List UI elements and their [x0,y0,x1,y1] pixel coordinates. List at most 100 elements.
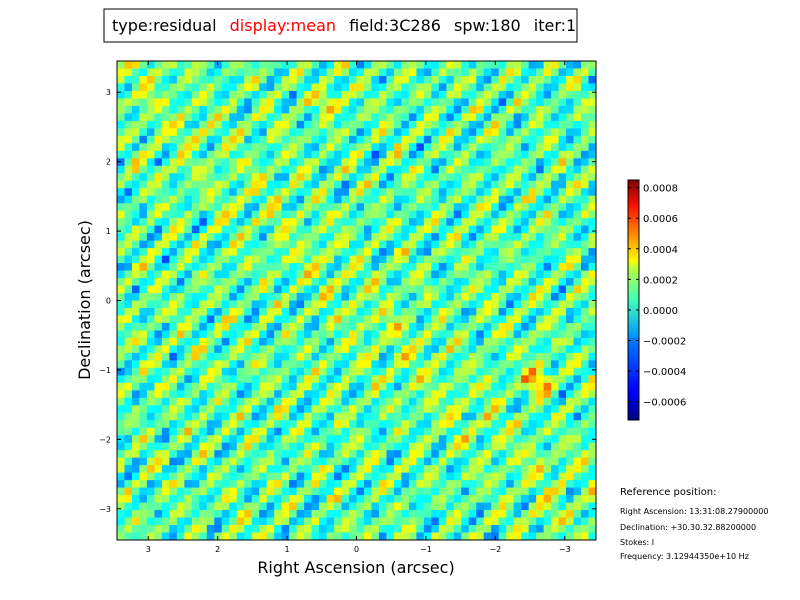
heatmap-cell [566,525,575,534]
heatmap-cell [498,135,507,144]
heatmap-cell [334,472,343,481]
heatmap-cell [326,480,335,489]
heatmap-cell [356,105,365,114]
heatmap-cell [506,293,515,302]
heatmap-cell [349,263,358,272]
heatmap-cell [117,472,126,481]
heatmap-cell [289,405,298,414]
heatmap-cell [588,68,596,77]
heatmap-cell [528,502,537,511]
heatmap-cell [146,61,156,70]
heatmap-cell [117,517,126,526]
heatmap-cell [259,180,268,189]
heatmap-cell [536,420,545,429]
heatmap-cell [244,68,253,77]
heatmap-cell [266,195,275,204]
heatmap-cell [169,180,178,189]
heatmap-cell [146,68,156,77]
heatmap-cell [214,420,223,429]
heatmap-cell [393,293,402,302]
heatmap-cell [491,158,500,167]
heatmap-cell [221,375,230,384]
heatmap-cell [304,300,313,309]
heatmap-cell [311,510,320,519]
heatmap-cell [521,382,530,391]
heatmap-cell [341,360,350,369]
heatmap-cell [468,128,477,137]
heatmap-cell [244,75,253,85]
heatmap-cell [124,382,133,391]
heatmap-cell [483,397,492,406]
heatmap-cell [139,412,148,421]
heatmap-cell [236,255,245,264]
heatmap-cell [536,143,545,152]
heatmap-cell [131,188,141,197]
heatmap-cell [184,427,193,436]
heatmap-cell [438,420,447,429]
heatmap-cell [371,457,380,466]
heatmap-cell [206,472,215,481]
heatmap-cell [521,113,530,122]
heatmap-cell [468,225,477,234]
heatmap-cell [326,525,335,534]
heatmap-cell [191,105,200,114]
heatmap-cell [453,405,462,414]
heatmap-cell [386,525,395,534]
heatmap-cell [393,375,402,384]
heatmap-cell [356,390,365,399]
heatmap-cell [356,315,365,324]
heatmap-cell [528,480,537,489]
heatmap-cell [506,450,515,459]
heatmap-cell [581,330,590,339]
heatmap-cell [498,472,507,481]
heatmap-cell [244,517,253,526]
heatmap-cell [356,375,365,384]
heatmap-cell [184,412,193,421]
heatmap-cell [483,487,492,496]
heatmap-cell [468,68,477,77]
heatmap-cell [169,472,178,481]
heatmap-cell [551,307,560,317]
heatmap-cell [581,83,590,92]
heatmap-cell [266,495,275,504]
heatmap-cell [371,83,380,92]
heatmap-cell [334,390,343,399]
heatmap-cell [169,390,178,399]
heatmap-cell [408,248,417,257]
heatmap-cell [401,330,410,339]
heatmap-cell [161,525,170,534]
heatmap-cell [558,233,567,242]
heatmap-cell [506,510,515,519]
heatmap-cell [356,307,365,317]
heatmap-cell [588,457,596,466]
heatmap-cell [551,517,560,526]
heatmap-cell [124,285,133,294]
heatmap-cell [573,510,582,519]
heatmap-cell [214,150,223,159]
heatmap-cell [266,352,275,361]
heatmap-cell [483,173,492,182]
heatmap-cell [176,375,185,384]
heatmap-cell [423,195,432,204]
heatmap-cell [251,68,260,77]
heatmap-cell [259,210,268,219]
heatmap-cell [423,360,432,369]
heatmap-cell [386,195,395,204]
heatmap-cell [483,307,492,317]
heatmap-cell [506,61,515,70]
heatmap-cell [334,337,343,346]
heatmap-cell [251,307,260,317]
heatmap-cell [206,83,215,92]
heatmap-cell [356,382,365,391]
heatmap-cell [161,345,170,354]
heatmap-cell [453,465,462,474]
heatmap-cell [558,495,567,504]
heatmap-cell [356,450,365,459]
heatmap-cell [259,225,268,234]
heatmap-cell [536,442,545,451]
heatmap-cell [139,390,148,399]
heatmap-cell [161,203,170,212]
heatmap-cell [304,165,313,174]
heatmap-cell [573,397,582,406]
heatmap-cell [259,397,268,406]
